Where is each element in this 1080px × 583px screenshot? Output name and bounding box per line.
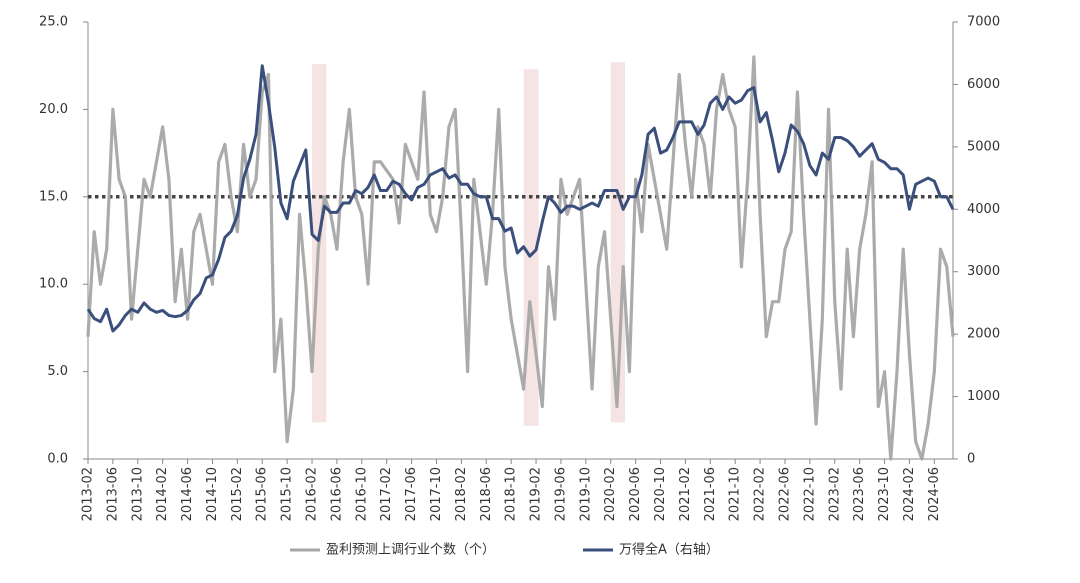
x-tick-label: 2013-02 [81, 467, 96, 521]
y2-tick-label: 3000 [967, 264, 1000, 279]
legend-label: 盈利预测上调行业个数（个） [326, 543, 495, 558]
x-tick-label: 2021-02 [678, 467, 693, 521]
y-tick-label: 20.0 [39, 102, 68, 117]
x-tick-label: 2020-10 [653, 467, 668, 521]
x-tick-label: 2018-06 [479, 467, 494, 521]
x-tick-label: 2023-06 [852, 467, 867, 521]
x-tick-label: 2022-02 [753, 467, 768, 521]
x-tick-label: 2018-10 [504, 467, 519, 521]
x-tick-label: 2017-10 [429, 467, 444, 521]
x-tick-label: 2017-06 [404, 467, 419, 521]
y2-tick-label: 1000 [967, 389, 1000, 404]
y-tick-label: 25.0 [39, 15, 68, 30]
x-tick-label: 2024-06 [927, 467, 942, 521]
x-tick-label: 2022-10 [802, 467, 817, 521]
x-tick-label: 2015-06 [255, 467, 270, 521]
y-tick-label: 0.0 [47, 452, 68, 467]
x-tick-label: 2024-02 [902, 467, 917, 521]
y2-tick-label: 4000 [967, 202, 1000, 217]
x-tick-label: 2020-02 [603, 467, 618, 521]
x-tick-label: 2013-06 [105, 467, 120, 521]
x-tick-label: 2014-10 [205, 467, 220, 521]
y-tick-label: 10.0 [39, 277, 68, 292]
x-tick-label: 2023-10 [877, 467, 892, 521]
x-tick-label: 2013-10 [130, 467, 145, 521]
x-tick-label: 2021-06 [703, 467, 718, 521]
x-tick-label: 2019-06 [553, 467, 568, 521]
x-tick-label: 2019-10 [578, 467, 593, 521]
y2-tick-label: 7000 [967, 15, 1000, 30]
series-line [86, 64, 955, 333]
x-tick-label: 2016-02 [305, 467, 320, 521]
x-tick-label: 2021-10 [728, 467, 743, 521]
legend-label: 万得全A（右轴） [619, 542, 719, 558]
x-tick-label: 2014-06 [180, 467, 195, 521]
x-tick-label: 2018-02 [454, 467, 469, 521]
x-tick-label: 2016-10 [354, 467, 369, 521]
x-tick-label: 2022-06 [777, 467, 792, 521]
y2-tick-label: 6000 [967, 77, 1000, 92]
x-tick-label: 2014-02 [155, 467, 170, 521]
series-line [86, 55, 955, 461]
y2-tick-label: 5000 [967, 139, 1000, 154]
x-tick-label: 2016-06 [329, 467, 344, 521]
y2-tick-label: 0 [967, 452, 975, 467]
x-tick-label: 2015-02 [230, 467, 245, 521]
x-tick-label: 2020-06 [628, 467, 643, 521]
y2-tick-label: 2000 [967, 327, 1000, 342]
x-tick-label: 2017-02 [379, 467, 394, 521]
x-tick-label: 2015-10 [280, 467, 295, 521]
y-tick-label: 15.0 [39, 189, 68, 204]
x-tick-label: 2019-02 [529, 467, 544, 521]
x-tick-label: 2023-02 [827, 467, 842, 521]
y-tick-label: 5.0 [47, 364, 68, 379]
